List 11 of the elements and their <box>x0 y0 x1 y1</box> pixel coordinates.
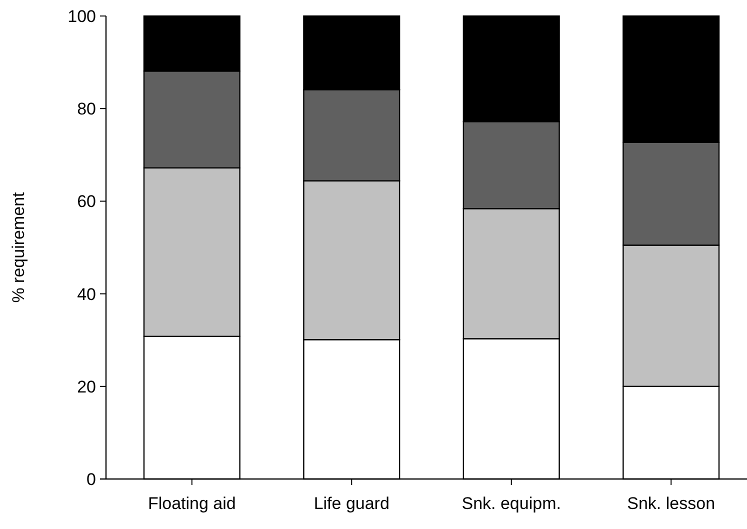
y-tick-label: 40 <box>77 284 96 304</box>
x-tick-label: Life guard <box>314 494 390 513</box>
x-tick-label: Snk. equipm. <box>462 494 561 513</box>
y-tick-label: 20 <box>77 377 96 396</box>
y-tick-label: 100 <box>68 6 96 26</box>
x-tick-label: Floating aid <box>148 494 236 513</box>
y-tick-label: 0 <box>86 470 96 489</box>
x-tick-label: Snk. lesson <box>627 494 716 513</box>
y-tick-label: 60 <box>77 192 96 212</box>
y-axis-title: % requirement <box>9 192 28 303</box>
y-tick-label: 80 <box>77 100 96 119</box>
